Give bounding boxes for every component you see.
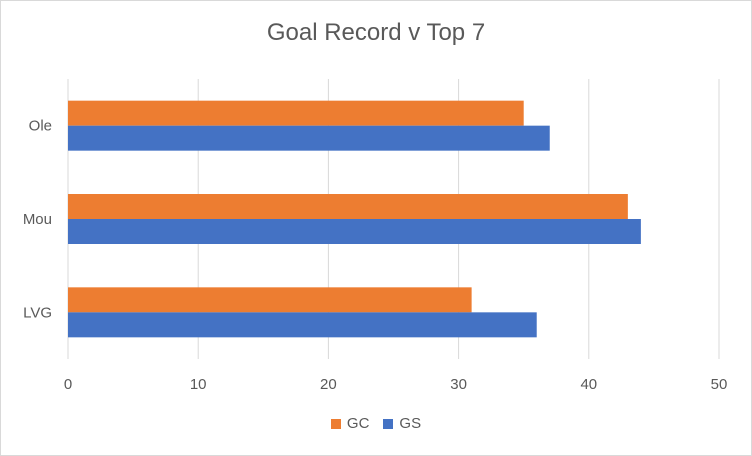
bar-gs-ole: [68, 125, 550, 151]
bar-gs-lvg: [68, 312, 537, 338]
x-tick-label-40: 40: [580, 376, 597, 393]
legend-label-gc: GC: [346, 415, 370, 432]
y-tick-label-lvg: LVG: [23, 304, 52, 321]
legend-item-gc: GC: [330, 415, 370, 432]
legend-label-gs: GS: [399, 415, 422, 432]
y-tick-label-mou: Mou: [23, 211, 52, 228]
y-tick-label-ole: Ole: [29, 118, 52, 135]
legend-item-gs: GS: [383, 415, 421, 432]
bar-gs-mou: [68, 219, 641, 244]
x-tick-label-50: 50: [711, 376, 728, 393]
x-tick-label-20: 20: [320, 376, 337, 393]
legend-swatch-gs: [383, 418, 394, 429]
legend-swatch-gc: [330, 418, 341, 429]
x-tick-label-30: 30: [450, 376, 467, 393]
bar-gc-lvg: [68, 287, 472, 313]
chart-title: Goal Record v Top 7: [266, 19, 486, 46]
chart-legend: GC GS: [1, 415, 751, 432]
x-tick-label-0: 0: [64, 376, 72, 393]
x-tick-label-10: 10: [190, 376, 207, 393]
bar-gc-ole: [68, 100, 524, 126]
bar-gc-mou: [68, 194, 628, 219]
